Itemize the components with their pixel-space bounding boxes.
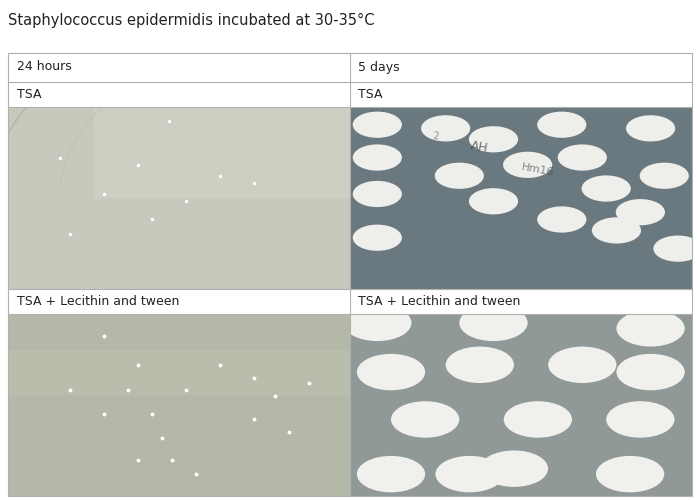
Circle shape: [616, 199, 665, 226]
Circle shape: [653, 236, 700, 262]
FancyBboxPatch shape: [8, 350, 350, 396]
Circle shape: [353, 181, 402, 207]
FancyBboxPatch shape: [94, 106, 350, 198]
Circle shape: [353, 112, 402, 138]
Circle shape: [357, 354, 425, 391]
Circle shape: [596, 456, 664, 492]
Circle shape: [343, 304, 412, 341]
Circle shape: [548, 346, 617, 383]
FancyBboxPatch shape: [8, 314, 350, 496]
Text: 2: 2: [432, 131, 439, 141]
Text: TSA + Lecithin and tween: TSA + Lecithin and tween: [17, 295, 179, 308]
Circle shape: [617, 310, 685, 346]
Circle shape: [446, 346, 514, 383]
Circle shape: [480, 450, 548, 487]
Circle shape: [626, 115, 676, 141]
Text: AH: AH: [470, 139, 490, 155]
Circle shape: [606, 401, 675, 438]
Circle shape: [353, 224, 402, 251]
Circle shape: [391, 401, 459, 438]
Circle shape: [537, 206, 587, 233]
Text: TSA: TSA: [358, 88, 383, 101]
Text: 24 hours: 24 hours: [17, 60, 71, 74]
Text: TSA + Lecithin and tween: TSA + Lecithin and tween: [358, 295, 521, 308]
Circle shape: [435, 456, 504, 492]
FancyBboxPatch shape: [350, 314, 692, 496]
Text: Staphylococcus epidermidis incubated at 30-35°C: Staphylococcus epidermidis incubated at …: [8, 12, 375, 28]
Text: TSA: TSA: [17, 88, 41, 101]
Circle shape: [617, 354, 685, 391]
Circle shape: [537, 112, 587, 138]
Circle shape: [353, 144, 402, 171]
Circle shape: [469, 188, 518, 214]
FancyBboxPatch shape: [350, 106, 692, 289]
Circle shape: [357, 456, 425, 492]
Circle shape: [469, 126, 518, 152]
FancyBboxPatch shape: [8, 106, 350, 289]
Text: Hm16: Hm16: [521, 162, 555, 178]
Circle shape: [421, 115, 470, 141]
Circle shape: [459, 304, 528, 341]
Circle shape: [503, 152, 552, 178]
Circle shape: [558, 144, 607, 171]
Circle shape: [640, 162, 689, 189]
Text: 5 days: 5 days: [358, 60, 400, 74]
Circle shape: [435, 162, 484, 189]
Circle shape: [582, 176, 631, 202]
Circle shape: [504, 401, 572, 438]
Circle shape: [592, 218, 641, 244]
